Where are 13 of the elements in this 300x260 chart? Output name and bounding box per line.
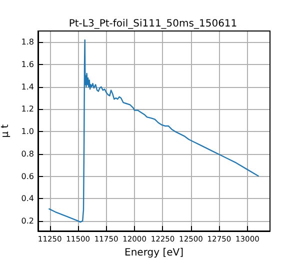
x-axis-title: Energy [eV] (124, 248, 184, 258)
y-axis-title: μ t (0, 124, 11, 138)
y-tick-label: 1.6 (21, 60, 34, 70)
y-tick-label: 1.4 (21, 82, 34, 92)
y-tick-label: 1.0 (21, 127, 34, 136)
y-tick-label: 1.2 (21, 104, 34, 114)
chart-title: Pt-L3_Pt-foil_Si111_50ms_150611 (68, 18, 238, 30)
y-tick-label: 0.2 (21, 216, 34, 226)
y-tick-label: 0.8 (21, 149, 34, 158)
line-series (48, 39, 260, 223)
y-tick-label: 1.8 (21, 38, 34, 47)
y-tick-label: 0.6 (21, 172, 34, 181)
y-tick-label: 0.4 (21, 194, 34, 204)
